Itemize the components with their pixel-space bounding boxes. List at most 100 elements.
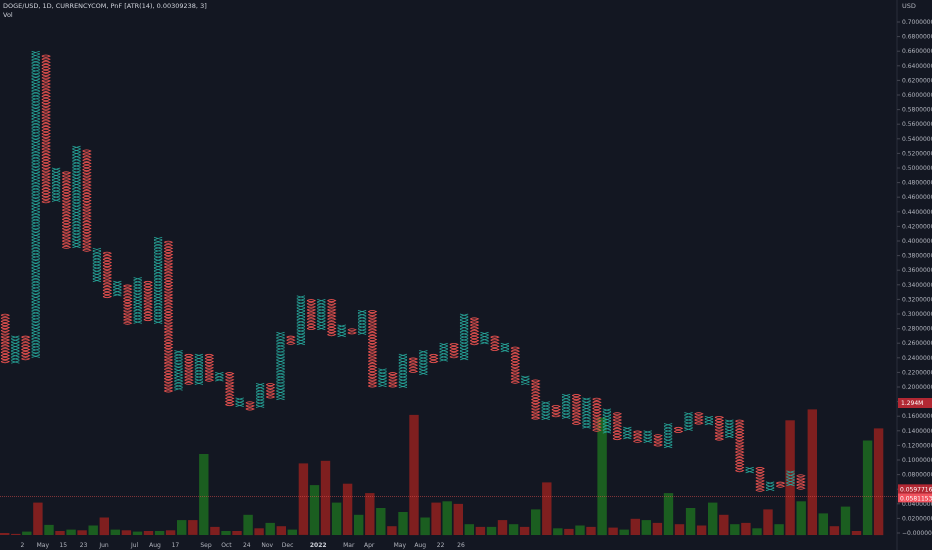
price-tick-label: 0.4800000 — [902, 180, 932, 187]
volume-bar — [575, 525, 585, 535]
pnf-o-column — [327, 299, 337, 337]
pnf-marks — [541, 401, 550, 420]
pnf-marks — [602, 408, 612, 434]
volume-bar — [553, 528, 563, 536]
pnf-marks — [429, 353, 439, 364]
time-axis[interactable]: 2 May 15 23 Jun Jul Aug 17 Sep Oct 24 Nov Dec 2022 Mar… — [20, 542, 465, 549]
price-tick-label: 0.1000000 — [902, 457, 932, 464]
pnf-o-column — [735, 419, 745, 473]
volume-bar — [564, 528, 574, 535]
pnf-o-column — [143, 280, 153, 322]
volume-bar — [276, 526, 286, 535]
pnf-x-column — [541, 401, 550, 420]
volume-bar — [719, 514, 729, 536]
volume-max-badge — [898, 398, 932, 408]
pnf-x-column — [765, 481, 775, 491]
pnf-x-column — [235, 397, 244, 407]
pnf-x-column — [133, 277, 142, 324]
pnf-marks — [735, 419, 745, 473]
price-tick-label: 0.4000000 — [902, 238, 932, 245]
volume-indicator-label[interactable]: Vol — [3, 11, 13, 19]
symbol-info[interactable]: DOGE/USD, 1D, CURRENCYCOM, PnF [ATR(14),… — [3, 2, 207, 10]
time-tick-label: Aug — [149, 542, 161, 549]
volume-bar — [696, 525, 707, 535]
pnf-marks — [72, 145, 81, 249]
price-tick-label: 0.1600000 — [902, 413, 932, 420]
pnf-o-column — [572, 394, 582, 425]
volume-bar — [409, 414, 419, 536]
pnf-marks — [653, 434, 663, 447]
volume-bar — [365, 493, 375, 535]
pnf-o-column — [408, 357, 419, 373]
price-tick-label: 0.2200000 — [902, 369, 932, 376]
pnf-marks — [337, 324, 346, 338]
pnf-marks — [561, 393, 571, 419]
pnf-marks — [755, 467, 765, 492]
pnf-marks — [459, 313, 469, 361]
volume-bar — [154, 531, 165, 535]
pnf-o-column — [62, 171, 72, 249]
pnf-marks — [123, 284, 133, 325]
pnf-x-column — [623, 426, 632, 440]
pnf-o-column — [694, 412, 704, 425]
volume-bar — [110, 529, 120, 535]
volume-bar — [873, 428, 884, 536]
pnf-marks — [215, 372, 224, 382]
pnf-o-column — [41, 54, 51, 204]
volume-bar — [298, 463, 309, 535]
pnf-x-column — [439, 342, 448, 362]
pnf-marks — [674, 426, 684, 433]
pnf-o-column — [204, 353, 215, 382]
pnf-marks — [255, 383, 265, 408]
pnf-marks — [113, 280, 122, 297]
pnf-x-column — [684, 412, 693, 431]
pnf-marks — [408, 357, 419, 373]
pnf-o-column — [347, 328, 357, 335]
time-tick-label: 15 — [59, 542, 67, 549]
volume-bar — [497, 520, 508, 535]
volume-bar — [730, 524, 740, 535]
volume-bar — [132, 531, 143, 535]
volume-bar — [88, 525, 98, 535]
pnf-x-column — [255, 383, 265, 408]
pnf-marks — [306, 299, 317, 330]
pnf-x-column — [561, 393, 571, 419]
pnf-o-column — [674, 426, 684, 433]
pnf-marks — [92, 247, 102, 283]
pnf-x-column — [317, 299, 326, 331]
volume-bar — [752, 528, 762, 536]
pnf-marks — [31, 50, 40, 358]
pnf-x-column — [500, 342, 510, 353]
volume-bar — [453, 503, 463, 535]
chart-legend: DOGE/USD, 1D, CURRENCYCOM, PnF [ATR(14),… — [3, 2, 207, 20]
price-axis[interactable]: USD 0.7000000 0.6800000 0.6600000 0.6400000 0… — [897, 2, 932, 537]
pnf-o-column — [102, 251, 113, 299]
pnf-marks — [204, 353, 215, 382]
price-tick-label: 0.3600000 — [902, 267, 932, 274]
pnf-marks — [725, 419, 734, 439]
pnf-marks — [592, 397, 602, 432]
pnf-marks — [694, 412, 704, 425]
price-tick-label: 0.4600000 — [902, 194, 932, 201]
pnf-marks — [796, 474, 806, 490]
time-tick-label: Mar — [343, 542, 355, 549]
pnf-o-column — [184, 353, 194, 385]
pnf-x-column — [378, 368, 387, 388]
pnf-o-column — [82, 149, 92, 252]
pnf-o-column — [592, 397, 602, 432]
pnf-o-column — [306, 299, 317, 330]
pnf-marks — [714, 415, 725, 441]
pnf-marks — [82, 149, 92, 252]
pnf-marks — [276, 331, 285, 401]
volume-bar — [188, 520, 198, 535]
pnf-marks — [470, 317, 480, 346]
volume-bar — [376, 508, 386, 535]
price-tick-label: 0.1400000 — [902, 428, 932, 435]
volume-bar — [265, 522, 275, 536]
volume-bar — [431, 502, 441, 535]
volume-bar — [342, 483, 353, 535]
price-tick-label: 0.5000000 — [902, 165, 932, 172]
pnf-marks — [398, 353, 408, 388]
price-tick-label: 0.5600000 — [902, 121, 932, 128]
